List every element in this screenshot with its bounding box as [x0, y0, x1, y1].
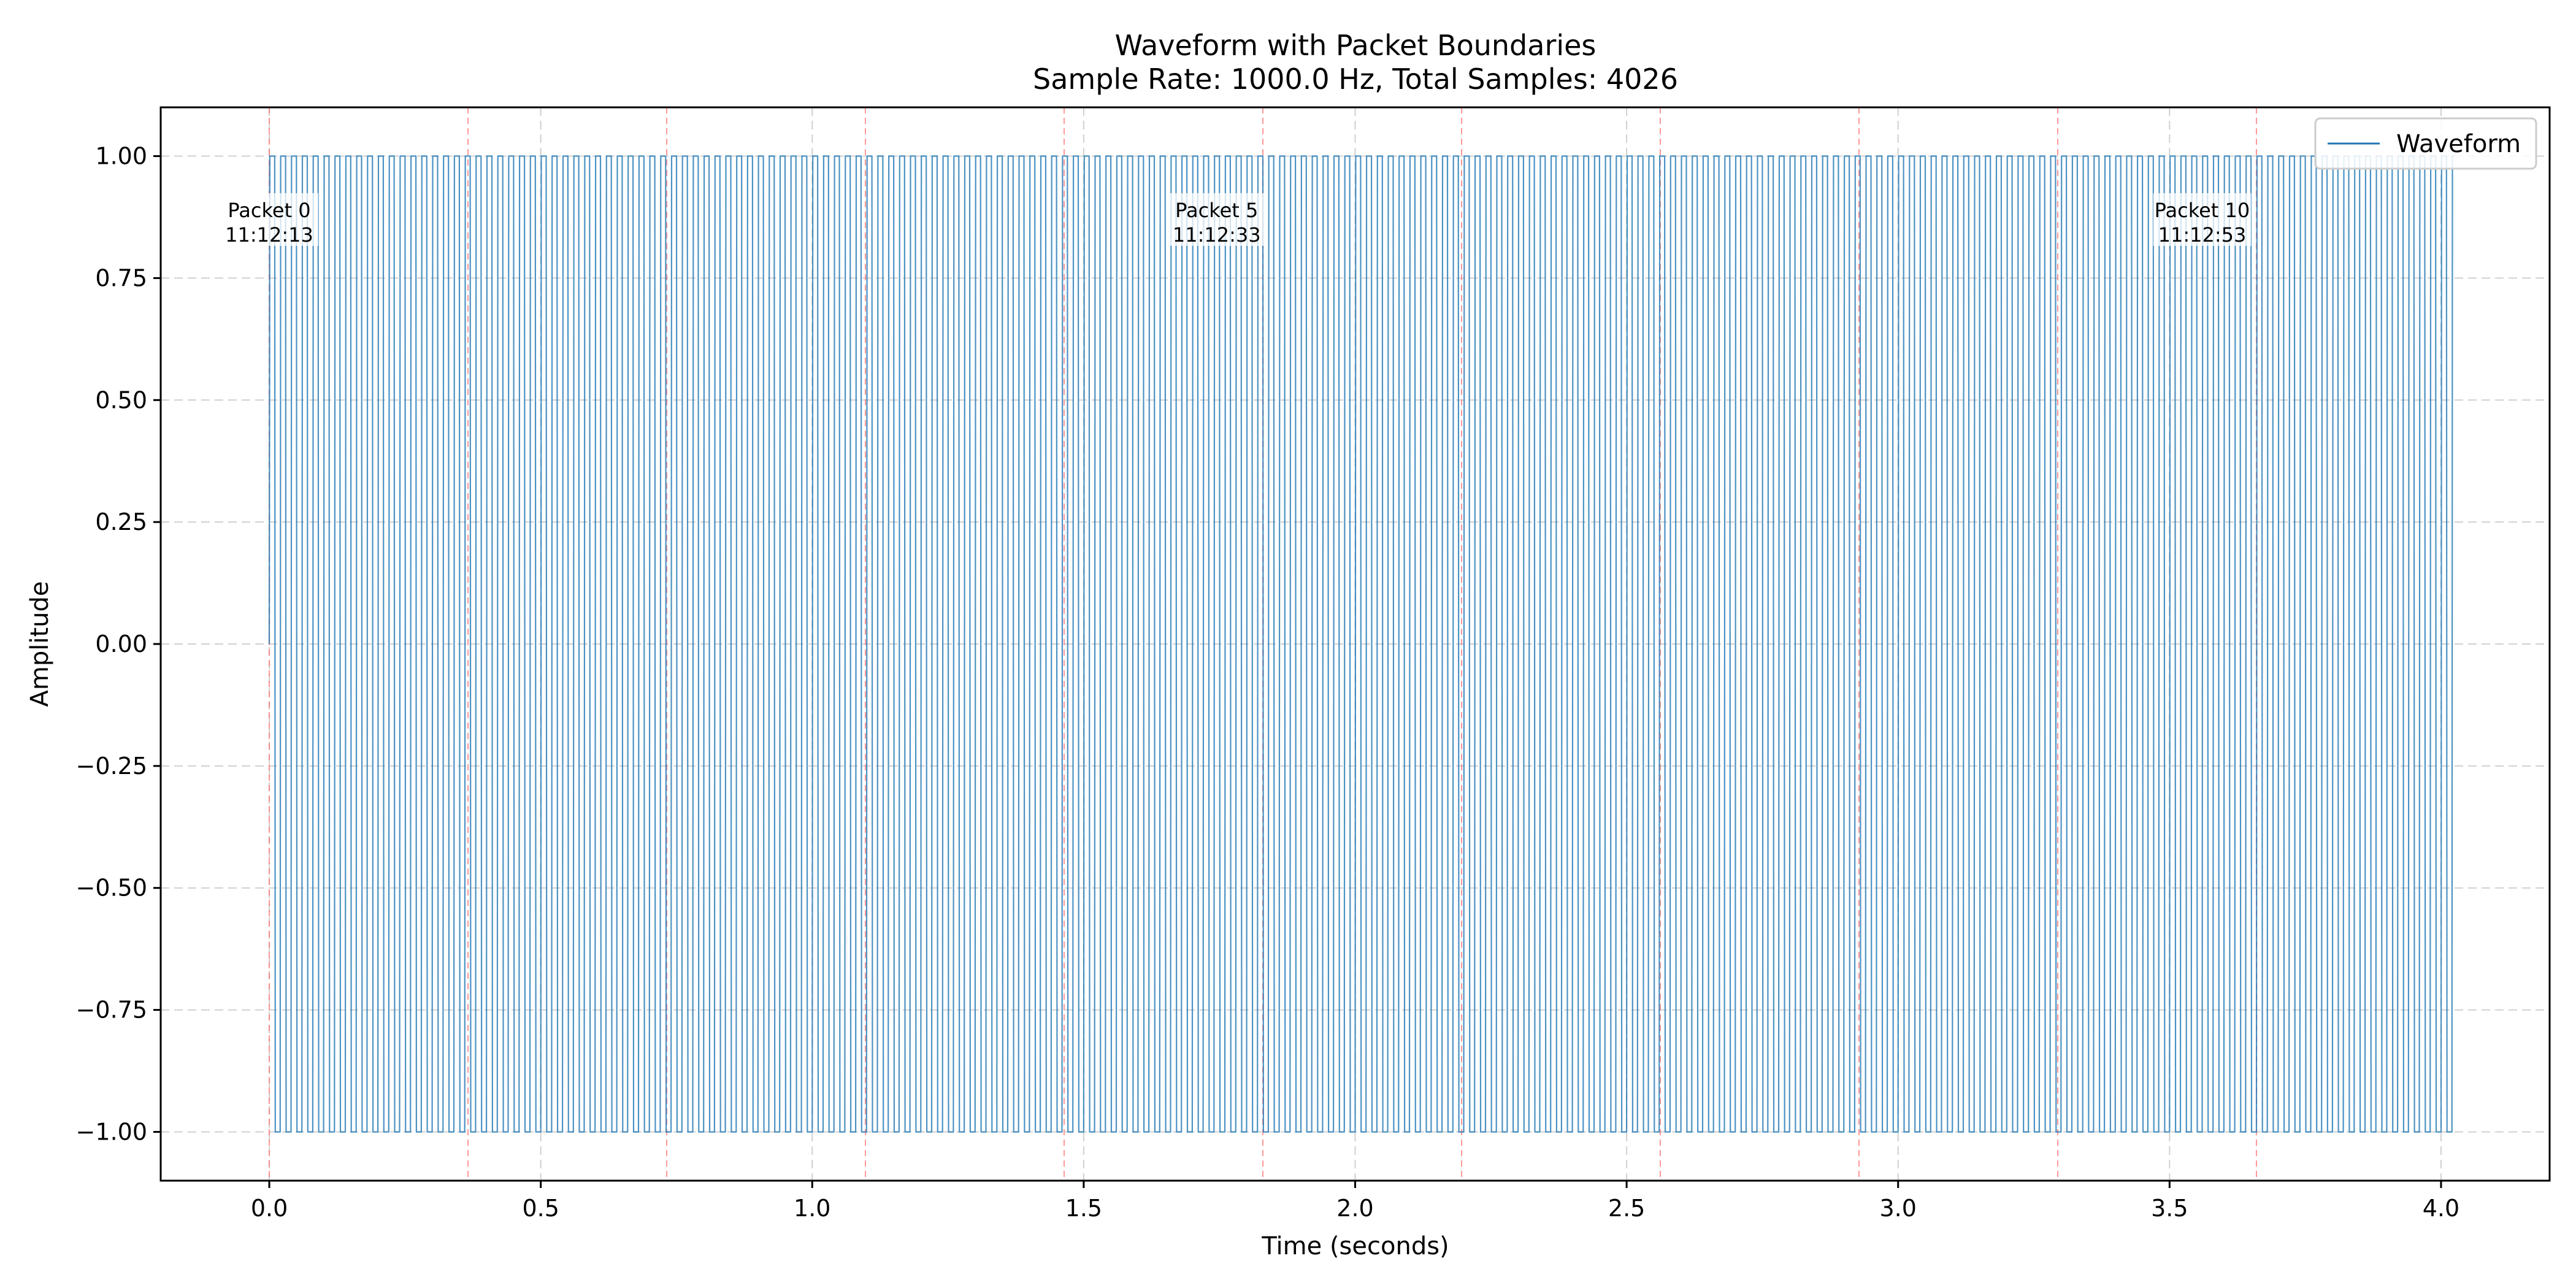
y-axis-label: Amplitude	[26, 581, 54, 707]
waveform-line	[268, 155, 2455, 1133]
y-tick-label: 0.00	[95, 631, 147, 657]
x-tick-label: 2.0	[1336, 1195, 1373, 1222]
legend-label: Waveform	[2396, 130, 2521, 158]
x-tick-label: 2.5	[1608, 1195, 1645, 1222]
y-tick-label: 0.75	[95, 264, 147, 291]
y-tick-label: −0.25	[76, 753, 147, 780]
annotation-box	[1167, 193, 1266, 246]
waveform-series	[268, 155, 2455, 1133]
x-tick-label: 3.0	[1880, 1195, 1917, 1222]
y-axis-ticks: 1.00 0.75 0.50 0.25 0.00 −0.25 −0.50 −0.75 −1.00	[76, 143, 161, 1145]
annotation-time-label: 11:12:13	[225, 223, 313, 247]
x-tick-label: 1.0	[794, 1195, 830, 1222]
x-axis-ticks: 0.0 0.5 1.0 1.5 2.0 2.5 3.0 3.5 4.0	[251, 1181, 2459, 1222]
annotation-packet-label: Packet 0	[228, 199, 310, 222]
chart-title: Waveform with Packet Boundaries	[1115, 29, 1597, 62]
x-tick-label: 0.0	[251, 1195, 288, 1222]
x-tick-label: 0.5	[522, 1195, 559, 1222]
legend: Waveform	[2314, 117, 2537, 170]
x-tick-label: 4.0	[2423, 1195, 2459, 1222]
y-tick-label: 0.50	[95, 386, 147, 413]
legend-box	[2314, 117, 2537, 170]
annotation-time-label: 11:12:33	[1173, 223, 1261, 247]
x-tick-label: 3.5	[2151, 1195, 2188, 1222]
annotation-time-label: 11:12:53	[2158, 223, 2247, 247]
x-axis-label: Time (seconds)	[1261, 1232, 1449, 1260]
y-tick-label: 1.00	[95, 143, 147, 170]
y-tick-label: −0.50	[76, 875, 147, 902]
chart-subtitle: Sample Rate: 1000.0 Hz, Total Samples: 4…	[1033, 63, 1678, 96]
annotation-box	[2153, 193, 2252, 246]
x-tick-label: 1.5	[1065, 1195, 1102, 1222]
annotation-packet-label: Packet 10	[2155, 199, 2250, 222]
y-tick-label: −1.00	[76, 1118, 147, 1145]
y-tick-label: 0.25	[95, 508, 147, 535]
annotation-packet-label: Packet 5	[1175, 199, 1258, 222]
packet-annotations: Packet 011:12:13 Packet 511:12:33 Packet 1…	[220, 193, 2252, 247]
annotation-box	[220, 193, 319, 246]
y-tick-label: −0.75	[76, 997, 147, 1024]
